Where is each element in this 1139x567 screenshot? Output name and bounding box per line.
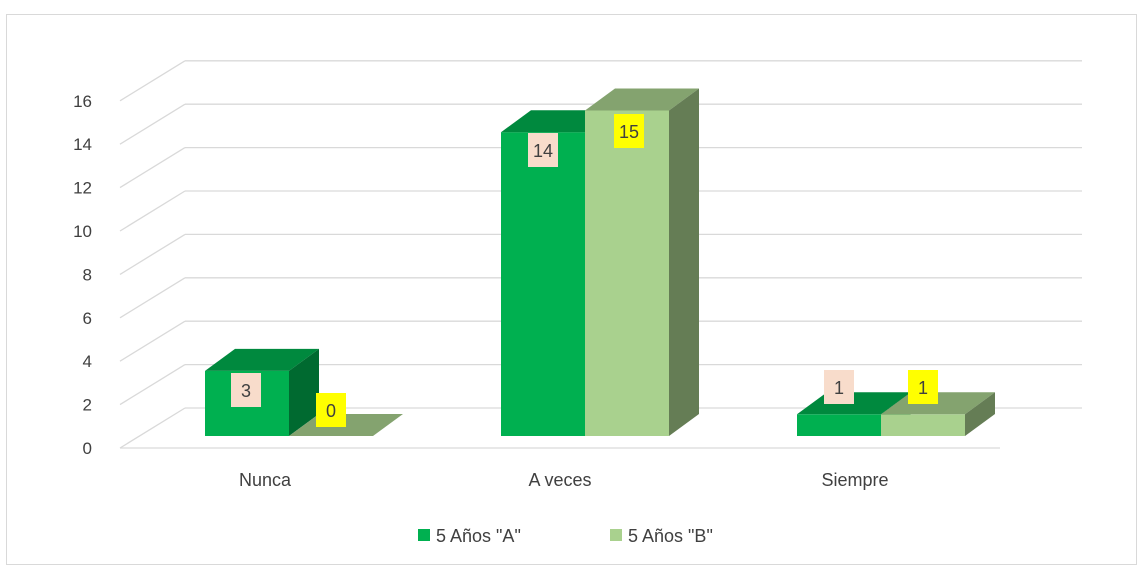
bar-top <box>205 348 319 371</box>
data-label: 3 <box>241 381 251 401</box>
data-label: 1 <box>918 378 928 398</box>
legend-swatch <box>418 529 430 541</box>
y-tick-label: 0 <box>83 439 92 458</box>
data-label-box <box>231 373 261 407</box>
gridline-diagonal <box>119 364 186 406</box>
gridline-diagonal <box>119 277 186 319</box>
gridline-diagonal <box>119 60 186 102</box>
bar-front <box>501 132 585 436</box>
gridline-diagonal <box>119 103 186 145</box>
legend-label: 5 Años "B" <box>628 526 713 546</box>
data-label: 14 <box>533 141 553 161</box>
gridline-diagonal <box>119 147 186 189</box>
gridline-diagonal <box>119 233 186 275</box>
bar-side <box>669 88 699 436</box>
bar-front <box>881 414 965 436</box>
y-tick-label: 12 <box>73 179 92 198</box>
data-label: 0 <box>326 401 336 421</box>
bar-front <box>585 110 669 436</box>
legend-swatch <box>610 529 622 541</box>
category-label: A veces <box>528 470 591 490</box>
bar-side <box>965 392 995 436</box>
data-label: 1 <box>834 378 844 398</box>
y-tick-label: 14 <box>73 135 92 154</box>
y-tick-label: 2 <box>83 396 92 415</box>
data-label-box <box>528 133 558 167</box>
category-label: Nunca <box>239 470 292 490</box>
y-tick-label: 4 <box>83 352 92 371</box>
y-tick-label: 16 <box>73 92 92 111</box>
data-label-box <box>316 393 346 427</box>
y-tick-label: 8 <box>83 265 92 284</box>
data-label: 15 <box>619 122 639 142</box>
gridline-diagonal <box>119 407 186 449</box>
gridline-diagonal <box>119 320 186 362</box>
category-label: Siempre <box>821 470 888 490</box>
bar-front <box>797 414 881 436</box>
y-tick-label: 10 <box>73 222 92 241</box>
y-tick-label: 6 <box>83 309 92 328</box>
bar-side <box>289 348 319 436</box>
data-label-box <box>824 370 854 404</box>
data-label-box <box>614 114 644 148</box>
legend-label: 5 Años "A" <box>436 526 521 546</box>
bar-top <box>585 88 699 111</box>
gridline-diagonal <box>119 190 186 232</box>
data-label-box <box>908 370 938 404</box>
